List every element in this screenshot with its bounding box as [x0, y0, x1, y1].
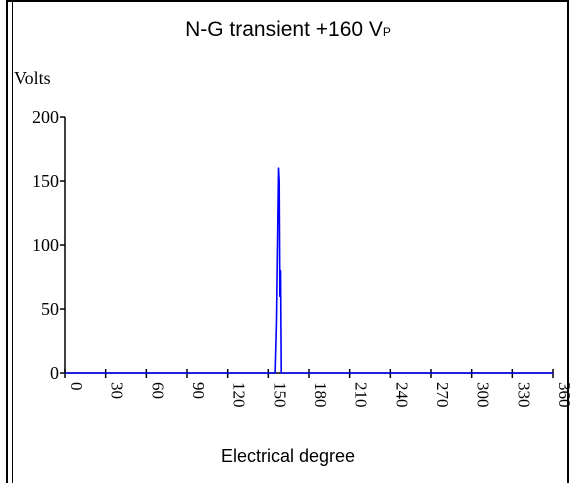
y-tick-label-0: 0: [50, 363, 59, 383]
frame-border-left-outer: [6, 0, 8, 483]
chart-title: N-G transient +160 VP: [0, 18, 576, 42]
y-tick-label-200: 200: [32, 107, 59, 127]
series-line-0: [65, 167, 553, 374]
x-tick-label-180: 180: [311, 382, 330, 408]
x-tick-label-240: 240: [392, 382, 411, 408]
x-tick-label-0: 0: [67, 382, 86, 391]
frame-border-top: [6, 0, 569, 2]
x-axis-label: Electrical degree: [220, 446, 356, 466]
x-tick-label-90: 90: [189, 382, 208, 399]
x-tick-label-120: 120: [230, 382, 249, 408]
frame-border-right: [567, 0, 569, 483]
y-axis-label: Volts: [14, 68, 51, 88]
y-tick-label-50: 50: [41, 299, 59, 319]
x-tick-label-30: 30: [108, 382, 127, 399]
x-tick-label-210: 210: [352, 382, 371, 408]
x-tick-label-300: 300: [474, 382, 493, 408]
x-tick-label-360: 360: [555, 382, 574, 408]
x-tick-label-60: 60: [148, 382, 167, 399]
x-tick-label-150: 150: [270, 382, 289, 408]
y-tick-label-150: 150: [32, 171, 59, 191]
y-tick-label-100: 100: [32, 235, 59, 255]
chart-title-text: N-G transient +160 V: [185, 18, 383, 41]
x-tick-label-270: 270: [433, 382, 452, 408]
x-tick-label-330: 330: [514, 382, 533, 408]
frame-border-left-inner: [12, 0, 13, 483]
chart-title-subscript: P: [382, 25, 391, 39]
